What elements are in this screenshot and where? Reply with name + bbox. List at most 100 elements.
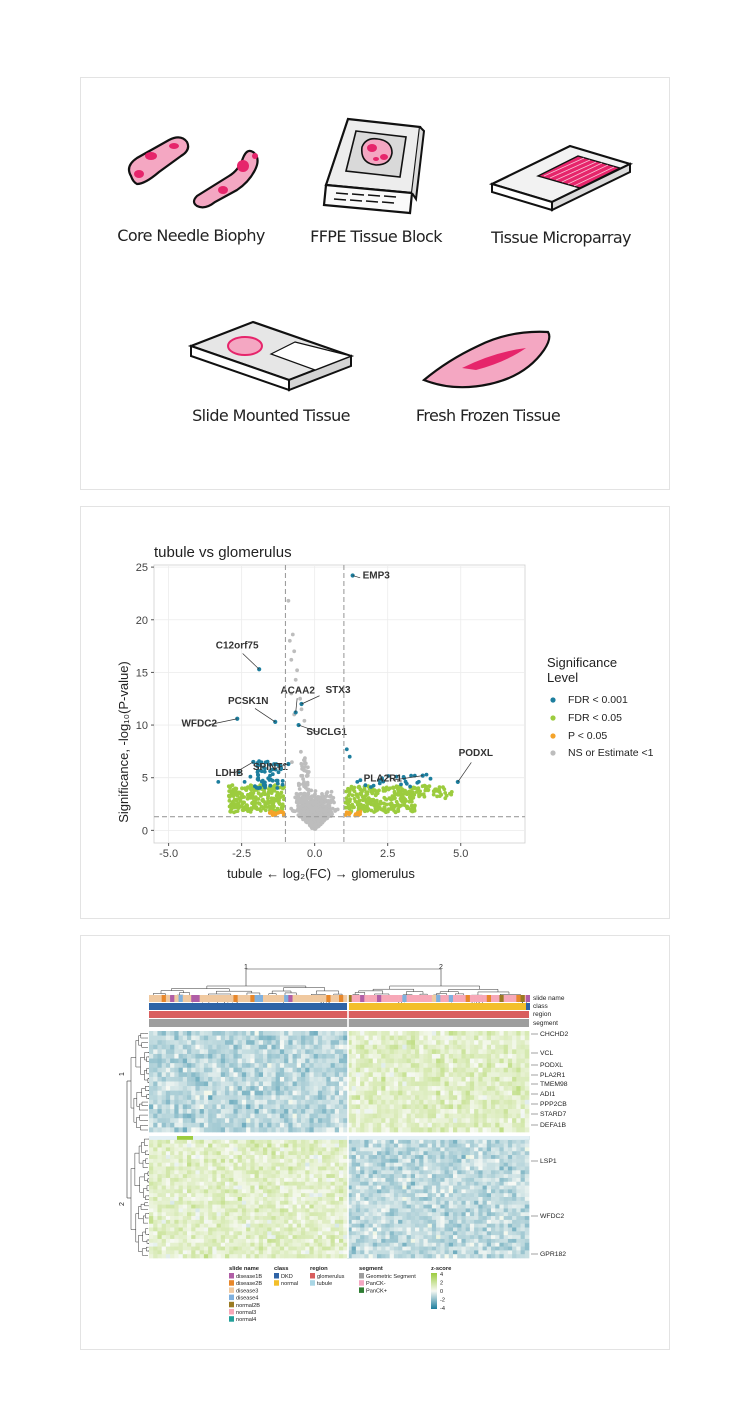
heatmap-cell: [305, 1053, 310, 1059]
heatmap-cell: [491, 1139, 496, 1144]
heatmap-cell: [465, 1035, 471, 1041]
heatmap-cell: [237, 1031, 243, 1036]
heatmap-cell: [507, 1040, 513, 1046]
ns-point: [292, 649, 297, 654]
heatmap-cell: [220, 1081, 226, 1087]
heatmap-cell: [436, 1040, 441, 1046]
heatmap-cell: [263, 1076, 268, 1082]
heatmap-cell: [499, 1053, 505, 1059]
heatmap-cell: [182, 1158, 188, 1164]
heatmap-cell: [364, 1104, 369, 1110]
heatmap-cell: [402, 1147, 407, 1152]
slide-name-cell: [339, 995, 344, 1002]
heatmap-cell: [170, 1040, 175, 1046]
heatmap-cell: [246, 1049, 251, 1055]
heatmap-cell: [499, 1099, 505, 1105]
ns-point: [328, 812, 332, 816]
heatmap-cell: [491, 1095, 496, 1101]
heatmap-cell: [237, 1063, 243, 1069]
label-leader: [301, 695, 320, 705]
heatmap-cell: [431, 1072, 437, 1078]
heatmap-cell: [284, 1143, 289, 1148]
heatmap-cell: [203, 1095, 209, 1101]
fdr05-point: [431, 792, 436, 797]
heatmap-cell: [334, 1081, 340, 1087]
heatmap-cell: [195, 1035, 201, 1041]
heatmap-cell: [469, 1063, 475, 1069]
heatmap-cell: [461, 1067, 467, 1073]
heatmap-cell: [491, 1127, 496, 1133]
heatmap-cell: [440, 1118, 445, 1124]
heatmap-cell: [465, 1109, 471, 1114]
heatmap-cell: [453, 1122, 458, 1128]
heatmap-cell: [347, 1063, 353, 1069]
heatmap-cell: [347, 1099, 353, 1105]
heatmap-cell: [469, 1109, 475, 1114]
heatmap-cell: [284, 1122, 289, 1128]
heatmap-cell: [491, 1053, 496, 1059]
heatmap-cell: [520, 1118, 526, 1124]
heatmap-cell: [195, 1155, 201, 1160]
fdr05-point: [249, 783, 254, 788]
heatmap-cell: [212, 1031, 217, 1036]
heatmap-cell: [199, 1113, 205, 1119]
heatmap-cell: [334, 1040, 340, 1046]
heatmap-cell: [423, 1155, 429, 1160]
heatmap-cell: [360, 1155, 365, 1160]
slide-name-cell: [267, 995, 272, 1002]
heatmap-cell: [203, 1127, 209, 1133]
heatmap-cell: [322, 1049, 327, 1055]
heatmap-cell: [482, 1067, 488, 1073]
heatmap-cell: [165, 1081, 171, 1087]
fdr05-point: [422, 794, 427, 799]
heatmap-cell: [288, 1151, 293, 1156]
heatmap-cell: [199, 1031, 205, 1036]
heatmap-cell: [339, 1081, 344, 1087]
heatmap-cell: [507, 1072, 513, 1078]
heatmap-cell: [153, 1147, 158, 1152]
heatmap-cell: [495, 1076, 500, 1082]
heatmap-cell: [275, 1099, 281, 1105]
heatmap-cell: [377, 1058, 382, 1064]
heatmap-cell: [220, 1090, 226, 1096]
fdr05-point: [279, 805, 284, 810]
heatmap-cell: [254, 1139, 260, 1144]
heatmap-cell: [444, 1143, 450, 1148]
heatmap-cell: [212, 1049, 217, 1055]
heatmap-cell: [271, 1122, 277, 1128]
heatmap-cell: [410, 1143, 416, 1148]
heatmap-cell: [457, 1143, 462, 1148]
heatmap-cell: [343, 1049, 348, 1055]
heatmap-cell: [326, 1127, 331, 1133]
heatmap-cell: [153, 1086, 158, 1092]
heatmap-cell: [208, 1031, 213, 1036]
heatmap-cell: [229, 1099, 234, 1105]
heatmap-cell: [203, 1158, 209, 1164]
heatmap-cell: [448, 1090, 454, 1096]
heatmap-cell: [208, 1099, 213, 1105]
heatmap-cell: [372, 1099, 378, 1105]
fdr05-point: [344, 789, 349, 794]
heatmap-cell: [419, 1099, 424, 1105]
heatmap-cell: [246, 1086, 251, 1092]
heatmap-cell: [389, 1053, 395, 1059]
heatmap-cell: [482, 1035, 488, 1041]
heatmap-cell: [423, 1063, 429, 1069]
heatmap-cell: [393, 1035, 399, 1041]
heatmap-cell: [254, 1044, 260, 1050]
heatmap-cell: [507, 1122, 513, 1128]
heatmap-cell: [275, 1151, 281, 1156]
heatmap-cell: [427, 1031, 433, 1036]
heatmap-cell: [347, 1095, 353, 1101]
heatmap-cell: [330, 1058, 336, 1064]
heatmap-cell: [237, 1067, 243, 1073]
heatmap-cell: [507, 1147, 513, 1152]
heatmap-cell: [241, 1151, 247, 1156]
heatmap-cell: [322, 1035, 327, 1041]
heatmap-cell: [482, 1044, 488, 1050]
heatmap-cell: [431, 1040, 437, 1046]
heatmap-cell: [524, 1147, 530, 1152]
heatmap-cell: [457, 1063, 462, 1069]
heatmap-cell: [292, 1086, 298, 1092]
heatmap-cell: [229, 1127, 234, 1133]
